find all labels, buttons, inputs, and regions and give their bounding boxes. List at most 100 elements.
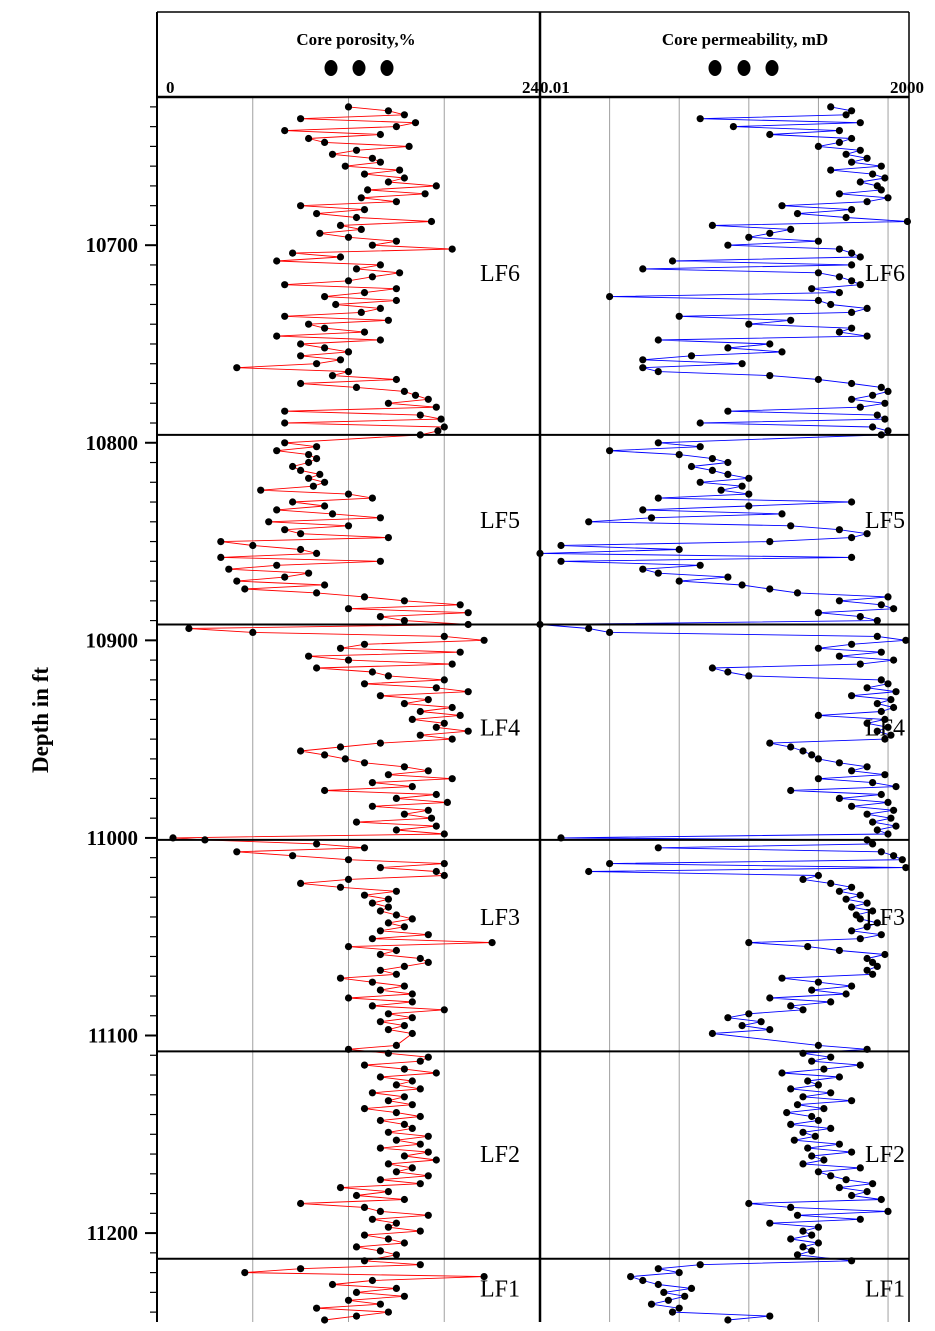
permeability-point bbox=[799, 875, 807, 884]
permeability-point bbox=[848, 308, 856, 316]
permeability-point bbox=[696, 115, 704, 123]
permeability-point bbox=[890, 656, 898, 664]
permeability-point bbox=[884, 427, 892, 435]
porosity-point bbox=[392, 1041, 400, 1049]
porosity-point bbox=[281, 419, 289, 427]
porosity-point bbox=[273, 447, 281, 455]
porosity-point bbox=[416, 707, 424, 716]
permeability-point bbox=[835, 328, 844, 336]
porosity-point bbox=[360, 844, 369, 852]
porosity-point bbox=[217, 553, 225, 562]
permeability-point bbox=[869, 970, 877, 978]
permeability-point bbox=[675, 312, 683, 320]
permeability-point bbox=[863, 198, 871, 206]
permeability-point bbox=[814, 755, 823, 763]
permeability-point bbox=[787, 1235, 795, 1243]
porosity-point bbox=[400, 597, 408, 605]
permeability-point bbox=[808, 1112, 816, 1121]
permeability-point bbox=[884, 1207, 892, 1215]
porosity-point bbox=[440, 860, 448, 868]
permeability-point bbox=[606, 447, 614, 455]
permeability-point bbox=[799, 1243, 807, 1251]
permeability-point bbox=[654, 439, 662, 447]
permeability-point bbox=[892, 688, 900, 696]
permeability-point bbox=[835, 1140, 844, 1148]
porosity-point bbox=[360, 759, 369, 767]
porosity-point bbox=[400, 962, 408, 971]
permeability-point bbox=[808, 1231, 816, 1239]
legend-dot bbox=[380, 60, 394, 76]
porosity-point bbox=[392, 1168, 400, 1176]
porosity-point bbox=[225, 565, 233, 573]
porosity-point bbox=[297, 879, 305, 888]
permeability-point bbox=[869, 779, 877, 787]
porosity-point bbox=[249, 541, 257, 550]
porosity-point bbox=[376, 1300, 384, 1308]
permeability-point bbox=[814, 871, 823, 880]
porosity-point bbox=[305, 320, 313, 328]
porosity-point bbox=[464, 688, 472, 696]
permeability-point bbox=[863, 332, 871, 340]
permeability-point bbox=[842, 990, 850, 998]
porosity-point bbox=[456, 648, 464, 656]
permeability-point bbox=[869, 907, 877, 915]
permeability-point bbox=[848, 903, 856, 911]
porosity-point bbox=[368, 1215, 376, 1223]
porosity-point bbox=[368, 494, 376, 502]
porosity-point bbox=[432, 790, 440, 799]
porosity-point bbox=[360, 289, 369, 297]
permeability-point bbox=[724, 1316, 732, 1324]
porosity-point bbox=[297, 379, 305, 388]
permeability-point bbox=[877, 676, 885, 684]
porosity-point bbox=[360, 1203, 369, 1211]
porosity-point bbox=[297, 530, 305, 538]
permeability-point bbox=[863, 966, 871, 974]
porosity-point bbox=[488, 939, 496, 947]
permeability-point bbox=[856, 178, 864, 186]
facies-label-permeability: LF2 bbox=[865, 1142, 905, 1168]
permeability-point bbox=[660, 1288, 668, 1296]
porosity-point bbox=[344, 368, 353, 376]
porosity-point bbox=[416, 1261, 424, 1269]
porosity-point bbox=[392, 198, 400, 206]
permeability-point bbox=[814, 1081, 823, 1089]
porosity-point bbox=[336, 356, 345, 364]
porosity-point bbox=[384, 672, 392, 680]
permeability-point bbox=[627, 1273, 635, 1281]
porosity-point bbox=[400, 700, 408, 708]
permeability-point bbox=[804, 943, 812, 951]
porosity-point bbox=[368, 1276, 376, 1285]
porosity-point bbox=[392, 1284, 400, 1292]
permeability-point bbox=[863, 763, 871, 771]
porosity-point bbox=[328, 150, 337, 158]
porosity-point bbox=[416, 731, 424, 739]
porosity-point bbox=[384, 771, 392, 779]
porosity-point bbox=[352, 1243, 361, 1251]
permeability-point bbox=[856, 915, 864, 923]
permeability-point bbox=[856, 935, 864, 943]
porosity-point bbox=[384, 1308, 392, 1316]
porosity-point bbox=[336, 974, 345, 982]
legend-markers bbox=[324, 60, 779, 76]
permeability-point bbox=[848, 249, 856, 257]
frame-layer bbox=[145, 11, 910, 1322]
porosity-point bbox=[297, 352, 305, 360]
permeability-point bbox=[606, 860, 614, 868]
porosity-point bbox=[440, 871, 448, 880]
permeability-point bbox=[892, 822, 900, 830]
porosity-point bbox=[316, 470, 324, 478]
porosity-point bbox=[313, 664, 321, 672]
porosity-point bbox=[424, 1172, 432, 1180]
permeability-point bbox=[783, 1109, 791, 1117]
porosity-point bbox=[408, 1029, 416, 1038]
permeability-point bbox=[827, 300, 835, 309]
permeability-point bbox=[814, 142, 823, 150]
porosity-point bbox=[400, 1239, 408, 1247]
porosity-point bbox=[289, 498, 297, 506]
porosity-point bbox=[400, 1022, 408, 1030]
permeability-point bbox=[873, 919, 881, 927]
porosity-point bbox=[384, 1223, 392, 1231]
permeability-point bbox=[804, 1077, 812, 1085]
permeability-point bbox=[835, 759, 844, 767]
permeability-point bbox=[687, 462, 696, 471]
